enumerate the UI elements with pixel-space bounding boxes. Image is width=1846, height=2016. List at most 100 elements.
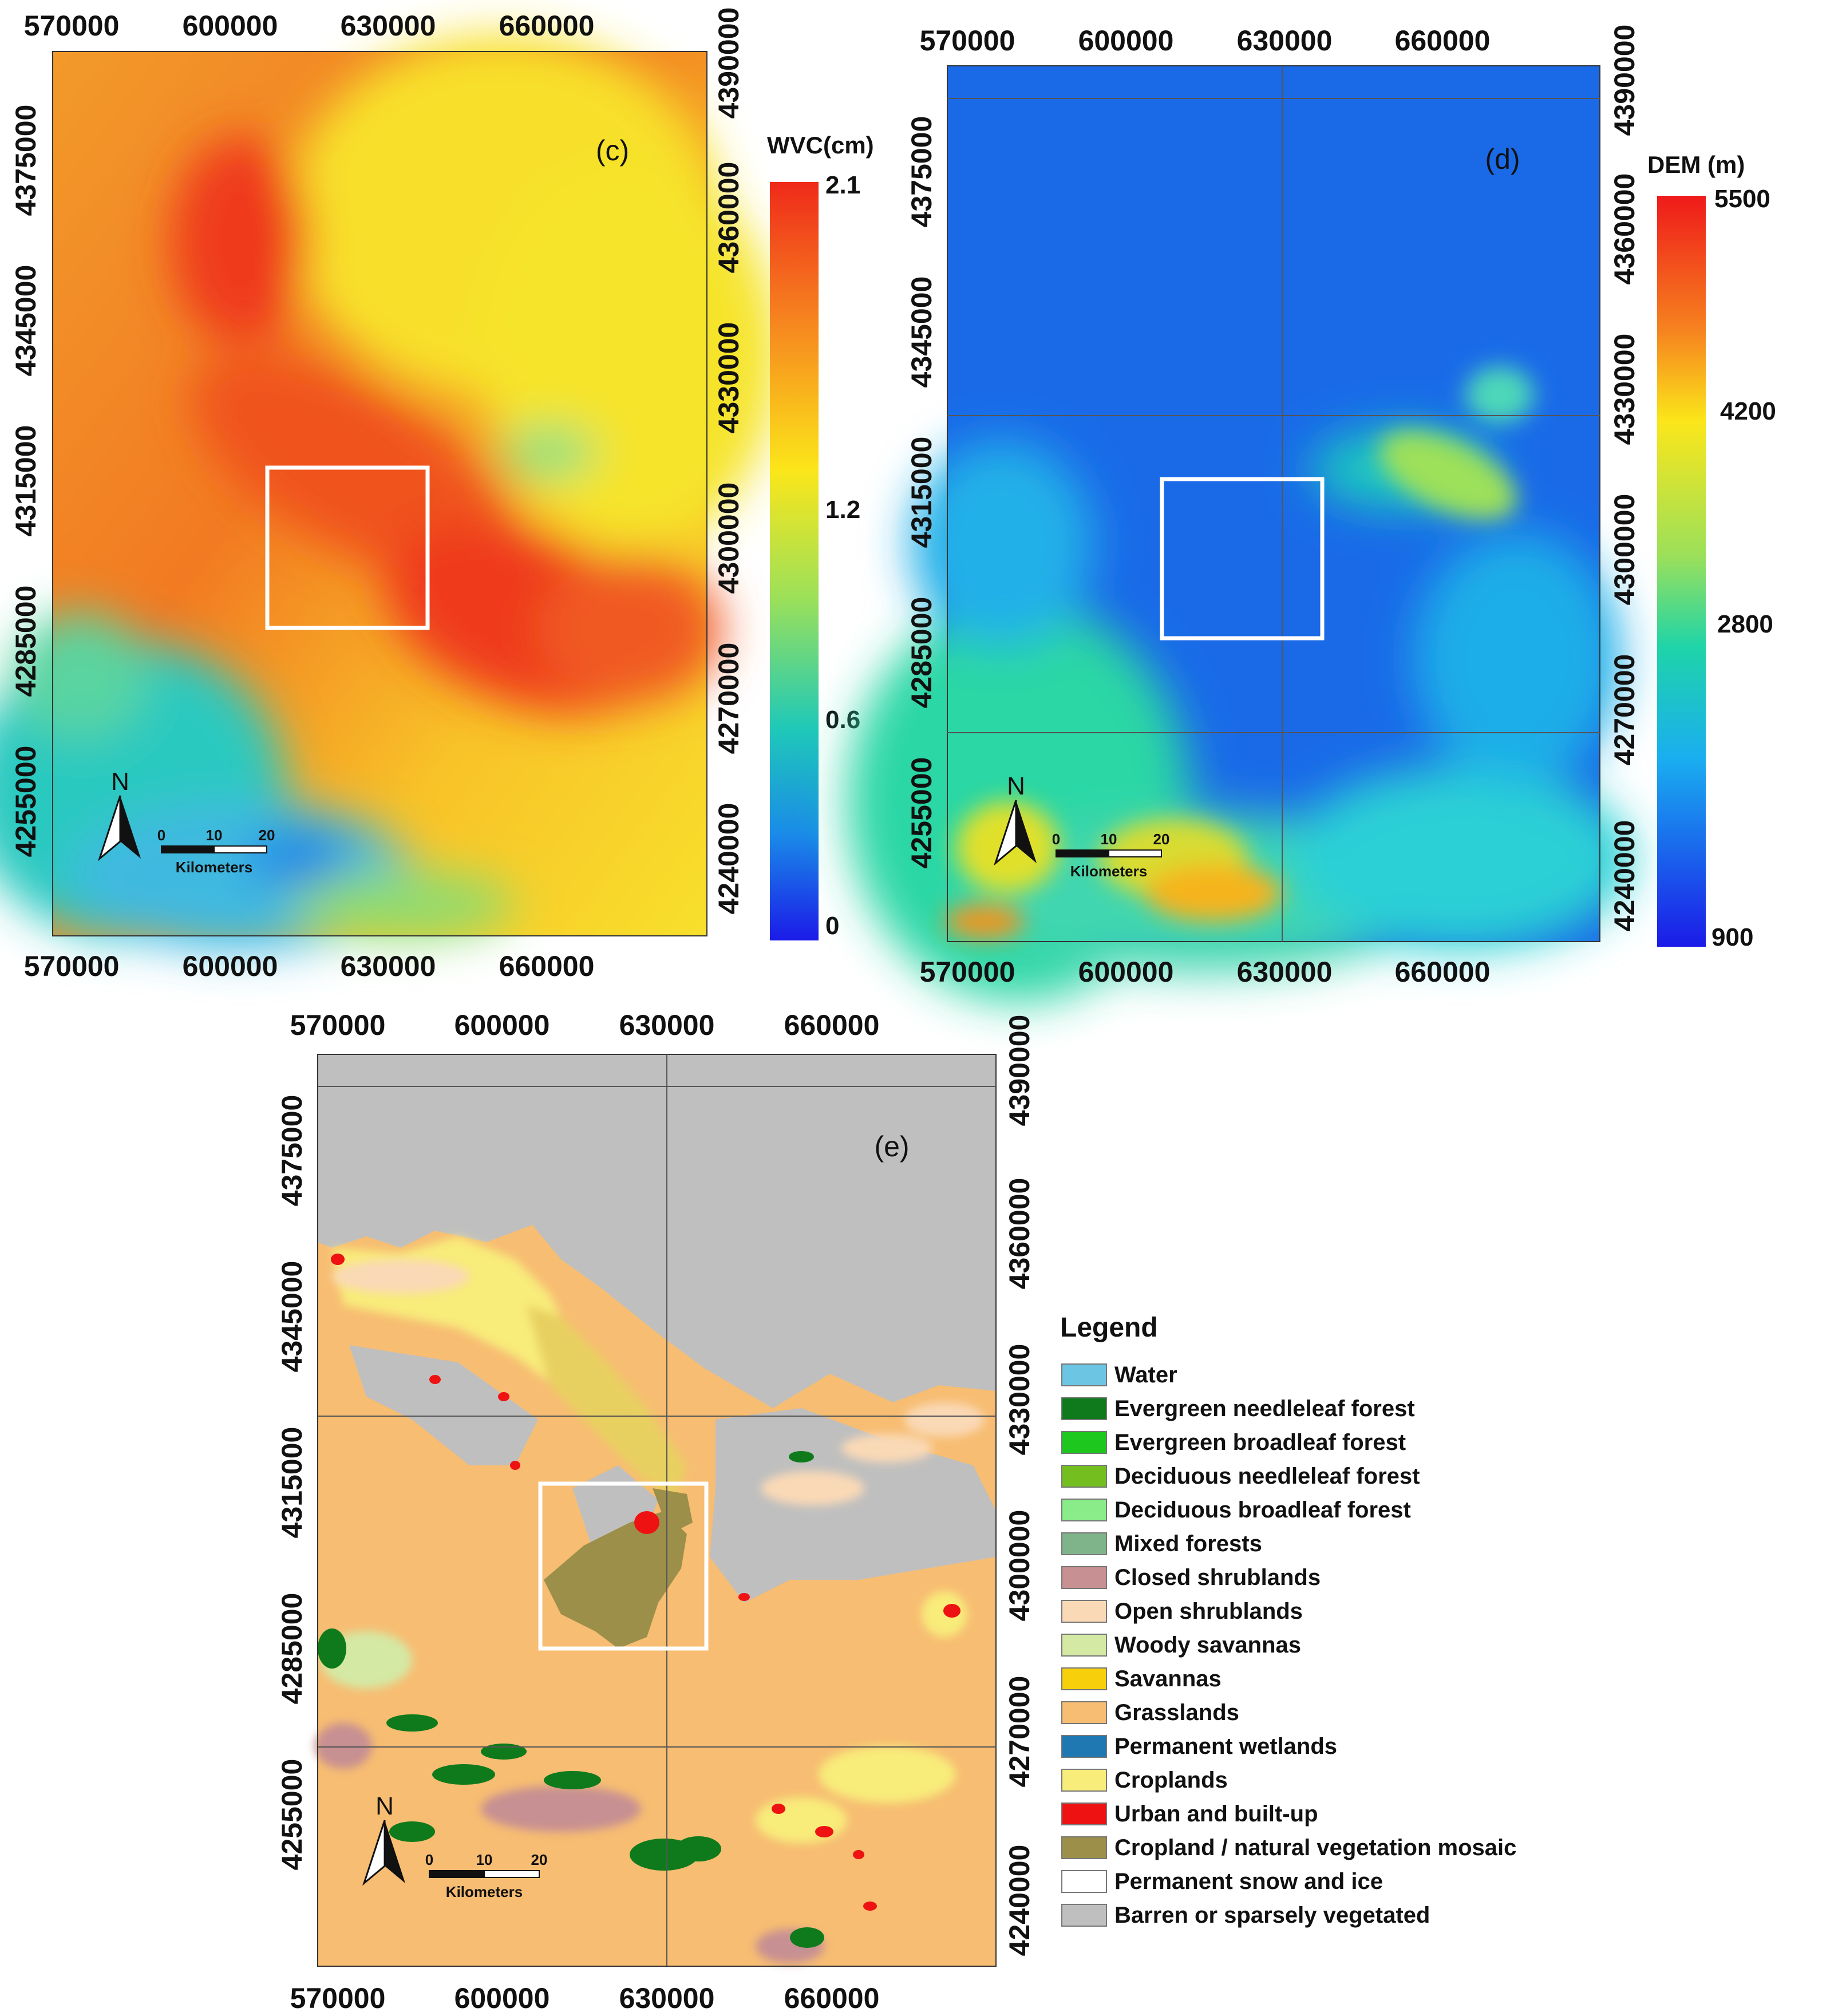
x-tick: 570000 [290, 1009, 386, 1041]
svg-text:10: 10 [206, 827, 223, 844]
legend-swatch [1061, 1634, 1107, 1657]
legend-item-label: Deciduous broadleaf forest [1114, 1497, 1411, 1523]
legend-item: Evergreen broadleaf forest [1061, 1430, 1406, 1455]
map-d-frame [947, 65, 1600, 942]
y-ticks-left-c: 4255000 4285000 4315000 4345000 4375000 [10, 105, 42, 857]
y-tick: 4315000 [906, 437, 938, 548]
x-tick: 570000 [24, 10, 120, 42]
legend-swatch [1061, 1363, 1107, 1386]
legend-swatch [1061, 1735, 1107, 1758]
map-c-frame [52, 51, 707, 936]
north-arrow-c: N [97, 768, 141, 861]
x-ticks-bottom-d: 570000 600000 630000 660000 [920, 956, 1491, 988]
x-tick: 600000 [1078, 956, 1174, 988]
legend-item-label: Cropland / natural vegetation mosaic [1114, 1835, 1516, 1860]
y-tick: 4255000 [10, 746, 42, 857]
y-tick: 4390000 [713, 7, 745, 119]
study-area-box-d [1160, 477, 1325, 641]
y-tick: 4240000 [1003, 1845, 1035, 1956]
legend-item-label: Grasslands [1114, 1700, 1239, 1725]
legend-item: Urban and built-up [1061, 1801, 1318, 1827]
x-tick: 600000 [454, 1982, 550, 2014]
map-e-frame [317, 1054, 997, 1967]
x-tick: 600000 [454, 1009, 550, 1041]
x-ticks-bottom-e: 570000 600000 630000 660000 [290, 1982, 880, 2014]
colorbar-ramp-d [1657, 196, 1706, 947]
x-tick: 660000 [784, 1982, 880, 2014]
legend-swatch [1061, 1769, 1107, 1792]
y-ticks-right-d: 4240000 4270000 4300000 4330000 4360000 … [1608, 25, 1641, 932]
colorbar-tick: 0 [825, 912, 839, 940]
x-tick: 660000 [784, 1009, 880, 1041]
legend-swatch [1061, 1836, 1107, 1859]
north-arrow-d: N [993, 772, 1037, 866]
panel-d: 570000 600000 630000 660000 570000 60000… [847, 25, 1776, 1002]
y-tick: 4375000 [276, 1095, 308, 1207]
y-tick: 4345000 [906, 276, 938, 388]
y-tick: 4255000 [276, 1759, 308, 1871]
y-tick: 4375000 [10, 105, 42, 216]
graticule-e [318, 1054, 996, 1966]
colorbar-d: DEM (m) 5500 4200 2800 900 [1647, 151, 1776, 951]
colorbar-ramp-c [770, 182, 819, 940]
legend-item-label: Permanent wetlands [1114, 1734, 1337, 1759]
panel-label-d: (d) [1485, 143, 1520, 175]
legend-item-label: Open shrublands [1114, 1599, 1303, 1624]
north-arrow-e: N [362, 1792, 405, 1886]
study-area-box-e [538, 1481, 709, 1651]
y-tick: 4315000 [276, 1427, 308, 1539]
legend-swatch [1061, 1904, 1107, 1927]
y-ticks-left-d: 4255000 4285000 4315000 4345000 4375000 [906, 116, 938, 869]
y-tick: 4330000 [1003, 1344, 1035, 1456]
y-tick: 4285000 [906, 597, 938, 709]
y-tick: 4285000 [10, 586, 42, 697]
legend-swatch [1061, 1532, 1107, 1555]
legend-item-label: Permanent snow and ice [1114, 1869, 1383, 1894]
scale-bar-c: 0 10 20 Kilometers [157, 827, 275, 876]
legend-item: Deciduous needleleaf forest [1061, 1464, 1420, 1489]
y-tick: 4300000 [1608, 494, 1641, 606]
x-tick: 630000 [619, 1982, 715, 2014]
legend-swatch [1061, 1397, 1107, 1420]
x-ticks-bottom-c: 570000 600000 630000 660000 [24, 950, 595, 982]
y-ticks-left-e: 4255000 4285000 4315000 4345000 4375000 [276, 1095, 308, 1871]
legend-item: Croplands [1061, 1768, 1228, 1793]
y-tick: 4285000 [276, 1593, 308, 1705]
legend-item-label: Woody savannas [1114, 1632, 1301, 1658]
svg-text:10: 10 [1101, 831, 1117, 848]
legend-item: Permanent wetlands [1061, 1734, 1337, 1759]
y-tick: 4255000 [906, 757, 938, 869]
x-ticks-top-e: 570000 600000 630000 660000 [290, 1009, 880, 1041]
legend-item: Open shrublands [1061, 1599, 1303, 1624]
colorbar-tick: 1.2 [825, 496, 860, 524]
map-c-raster [0, 34, 778, 950]
study-area-box-c [265, 465, 430, 630]
legend-items: Water Evergreen needleleaf forest Evergree… [1061, 1362, 1516, 1928]
svg-text:0: 0 [1052, 831, 1060, 848]
colorbar-title-c: WVC(cm) [767, 132, 874, 159]
svg-text:0: 0 [157, 827, 165, 844]
x-tick: 570000 [920, 25, 1015, 57]
legend-item-label: Mixed forests [1114, 1531, 1262, 1556]
x-tick: 630000 [1237, 25, 1333, 57]
svg-text:N: N [1007, 772, 1025, 800]
y-tick: 4270000 [713, 643, 745, 754]
y-tick: 4330000 [1608, 334, 1641, 445]
graticule-d [947, 66, 1600, 942]
panel-c: 570000 600000 630000 660000 570000 60000… [0, 7, 874, 982]
svg-text:10: 10 [476, 1851, 493, 1868]
colorbar-tick: 4200 [1720, 397, 1776, 425]
legend-item: Water [1061, 1362, 1177, 1388]
y-tick: 4300000 [713, 483, 745, 594]
legend-item-label: Urban and built-up [1114, 1801, 1318, 1827]
colorbar-tick: 2800 [1717, 610, 1773, 638]
x-tick: 600000 [183, 950, 278, 982]
y-tick: 4270000 [1003, 1676, 1035, 1788]
legend-item: Woody savannas [1061, 1632, 1301, 1658]
colorbar-tick: 900 [1711, 923, 1753, 951]
x-tick: 630000 [341, 10, 436, 42]
y-ticks-right-e: 4240000 4270000 4300000 4330000 4360000 … [1003, 1015, 1035, 1956]
panel-label-e: (e) [874, 1130, 909, 1163]
legend-item: Closed shrublands [1061, 1565, 1321, 1590]
legend-swatch [1061, 1701, 1107, 1724]
